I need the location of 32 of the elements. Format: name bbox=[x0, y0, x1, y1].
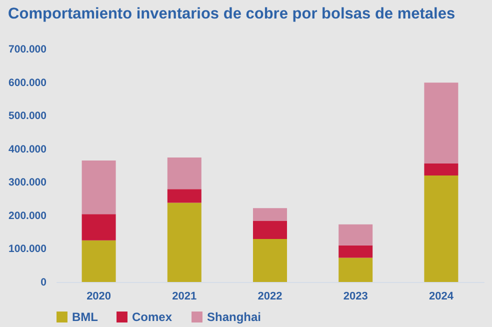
bar bbox=[253, 220, 287, 240]
legend-label: BML bbox=[72, 310, 98, 324]
legend-label: Comex bbox=[132, 310, 172, 324]
bar bbox=[338, 224, 373, 246]
y-tick-label: 200.000 bbox=[8, 210, 47, 222]
bar bbox=[424, 175, 458, 282]
y-tick-label: 600.000 bbox=[8, 76, 47, 89]
bar bbox=[167, 158, 202, 190]
legend-label: Shanghai bbox=[207, 310, 262, 324]
chart-title: Comportamiento inventarios de cobre por bolsas de metales bbox=[8, 6, 456, 22]
y-tick-label: 700.000 bbox=[8, 44, 47, 56]
x-tick-label: 2021 bbox=[172, 290, 197, 302]
y-tick-label: 500.000 bbox=[8, 110, 47, 122]
x-tick-label: 2024 bbox=[428, 290, 454, 302]
bar bbox=[82, 240, 116, 282]
x-tick-label: 2020 bbox=[86, 290, 112, 302]
bar bbox=[167, 202, 202, 282]
bar bbox=[338, 258, 373, 282]
bar bbox=[338, 245, 373, 258]
bar bbox=[253, 208, 287, 221]
y-tick-label: 300.000 bbox=[8, 176, 47, 189]
x-tick-label: 2022 bbox=[258, 290, 282, 302]
bar bbox=[253, 239, 287, 282]
bar bbox=[424, 164, 458, 176]
x-tick-label: 2023 bbox=[343, 290, 368, 302]
y-tick-label: 0 bbox=[40, 276, 47, 288]
bar bbox=[82, 160, 116, 214]
y-tick-label: 100.000 bbox=[8, 243, 47, 256]
bar bbox=[424, 82, 458, 164]
y-tick-label: 400.000 bbox=[8, 143, 47, 156]
bar bbox=[82, 214, 116, 240]
bar bbox=[167, 189, 202, 203]
